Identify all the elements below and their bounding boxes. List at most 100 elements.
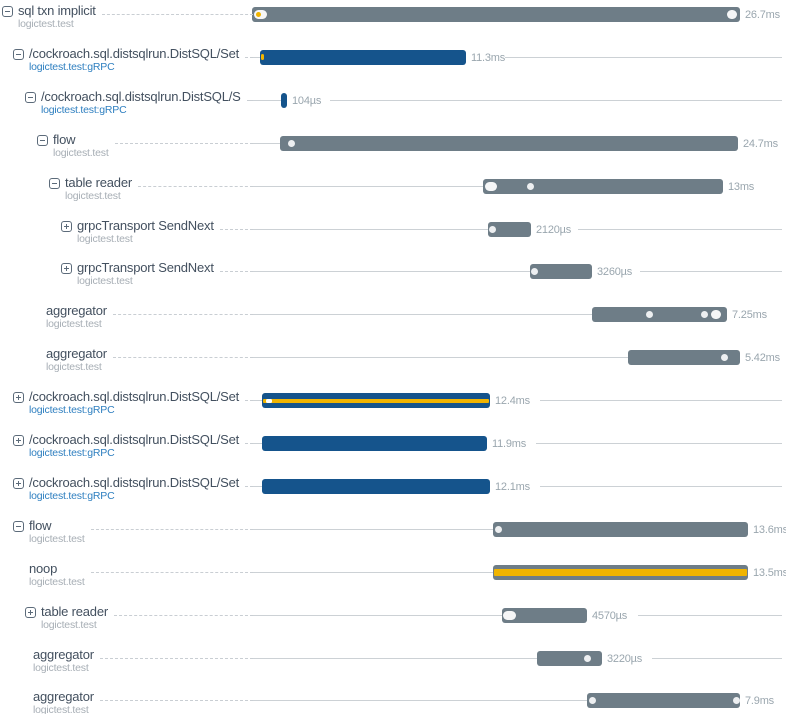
expand-icon[interactable] [25, 606, 36, 618]
collapse-icon[interactable] [13, 520, 24, 532]
timeline-lead-line [252, 271, 530, 273]
span-bar[interactable] [280, 135, 738, 151]
span-bar[interactable] [587, 693, 740, 709]
span-duration: 12.4ms [495, 395, 530, 408]
timeline-lead-line [252, 99, 281, 101]
span-service-link[interactable]: logictest.test:gRPC [29, 447, 115, 459]
event-marker-icon[interactable] [589, 697, 596, 705]
span-row: 7.25ms aggregator logictest.test [0, 303, 786, 346]
timeline-trail-line [652, 657, 782, 659]
span-service-link[interactable]: logictest.test:gRPC [29, 404, 115, 417]
event-marker-icon[interactable] [495, 525, 502, 533]
span-name: /cockroach.sql.distsqlrun.DistSQL/Set [29, 389, 240, 405]
event-marker-icon[interactable] [489, 225, 496, 233]
indent-spacer [0, 260, 61, 261]
span-bar[interactable] [262, 478, 490, 494]
timeline-lead-line [252, 443, 262, 444]
span-name: flow [53, 131, 76, 147]
timeline-lead-line [252, 185, 483, 187]
span-text-block: /cockroach.sql.distsqlrun.DistSQL/Set log… [29, 389, 239, 416]
span-service-link[interactable]: logictest.test:gRPC [41, 103, 127, 116]
span-bar[interactable] [252, 7, 740, 22]
span-text-block: grpcTransport SendNext logictest.test [77, 218, 214, 245]
expand-icon[interactable] [13, 435, 24, 446]
span-label-panel: flow logictest.test [0, 132, 256, 175]
event-marker-icon[interactable] [584, 654, 591, 662]
span-duration: 104µs [292, 94, 322, 107]
span-bar[interactable] [530, 264, 592, 280]
span-label-panel: aggregator logictest.test [0, 689, 256, 714]
span-name: aggregator [33, 646, 94, 662]
collapse-icon[interactable] [49, 177, 60, 189]
span-service: logictest.test [65, 189, 121, 202]
span-bar[interactable] [281, 92, 287, 108]
span-duration: 3220µs [607, 652, 643, 665]
event-marker-icon[interactable] [254, 10, 267, 19]
span-name: /cockroach.sql.distsqlrun.DistSQL/Set [29, 45, 240, 61]
span-name: sql txn implicit [18, 3, 96, 18]
timeline-lead-line [252, 528, 493, 530]
span-label-panel: aggregator logictest.test [0, 647, 256, 690]
span-row: 7.9ms aggregator logictest.test [0, 689, 786, 714]
span-bar[interactable] [493, 564, 748, 580]
span-row: 13ms table reader logictest.test [0, 175, 786, 218]
expand-icon[interactable] [61, 220, 72, 232]
event-marker-icon[interactable] [261, 54, 264, 61]
expand-icon[interactable] [13, 477, 24, 489]
event-marker-icon[interactable] [701, 311, 708, 319]
timeline-trail-line [536, 443, 782, 444]
event-marker-icon[interactable] [733, 697, 740, 705]
span-bar[interactable] [262, 393, 490, 409]
span-bar[interactable] [493, 521, 748, 537]
timeline-lead-line [252, 485, 262, 487]
span-text-block: /cockroach.sql.distsqlrun.DistSQL/S logic… [41, 89, 241, 116]
timeline-trail-line [330, 99, 782, 101]
span-label-panel: sql txn implicit logictest.test [0, 3, 256, 46]
event-marker-icon[interactable] [266, 398, 272, 403]
span-name: noop [29, 560, 58, 576]
span-bar[interactable] [537, 650, 602, 666]
span-bar[interactable] [488, 221, 531, 237]
timeline-trail-line [505, 56, 782, 58]
collapse-icon[interactable] [2, 6, 13, 17]
dotted-leader [99, 700, 253, 702]
span-bar[interactable] [592, 307, 727, 323]
span-service: logictest.test [33, 704, 89, 714]
collapse-icon[interactable] [13, 48, 24, 60]
event-marker-icon[interactable] [531, 268, 538, 276]
span-row: 11.9ms/cockroach.sql.distsqlrun.DistSQL/… [0, 432, 786, 475]
span-row: 11.3ms/cockroach.sql.distsqlrun.DistSQL/… [0, 46, 786, 89]
expand-icon[interactable] [61, 263, 72, 275]
timeline-lead-line [252, 142, 280, 144]
span-row: 13.5ms noop logictest.test [0, 561, 786, 604]
timeline-lead-line [252, 400, 262, 402]
span-service-link[interactable]: logictest.test:gRPC [29, 60, 115, 73]
span-text-block: aggregator logictest.test [33, 647, 94, 674]
span-service-link[interactable]: logictest.test:gRPC [29, 489, 115, 502]
span-bar[interactable] [502, 607, 587, 623]
span-bar[interactable] [483, 178, 723, 194]
dotted-leader [99, 657, 253, 659]
event-marker-icon[interactable] [485, 181, 497, 191]
collapse-icon[interactable] [25, 91, 36, 103]
event-marker-icon[interactable] [711, 310, 721, 320]
span-name: flow [29, 517, 52, 533]
event-marker-icon[interactable] [503, 610, 516, 620]
span-name: table reader [65, 174, 132, 190]
span-bar[interactable] [260, 49, 466, 65]
collapse-icon[interactable] [37, 134, 48, 146]
indent-spacer [0, 561, 29, 562]
span-bar[interactable] [262, 436, 487, 451]
dotted-leader [113, 614, 253, 616]
dotted-leader [245, 56, 253, 58]
span-duration: 4570µs [592, 609, 628, 622]
expand-icon[interactable] [13, 392, 24, 404]
span-bar[interactable] [628, 350, 740, 366]
event-marker-icon[interactable] [727, 10, 737, 19]
event-marker-icon[interactable] [288, 139, 295, 147]
event-marker-icon[interactable] [721, 354, 728, 362]
event-marker-icon[interactable] [527, 182, 534, 190]
span-row: 5.42ms aggregator logictest.test [0, 346, 786, 389]
event-marker-icon[interactable] [646, 311, 653, 319]
dotted-leader [137, 185, 253, 187]
